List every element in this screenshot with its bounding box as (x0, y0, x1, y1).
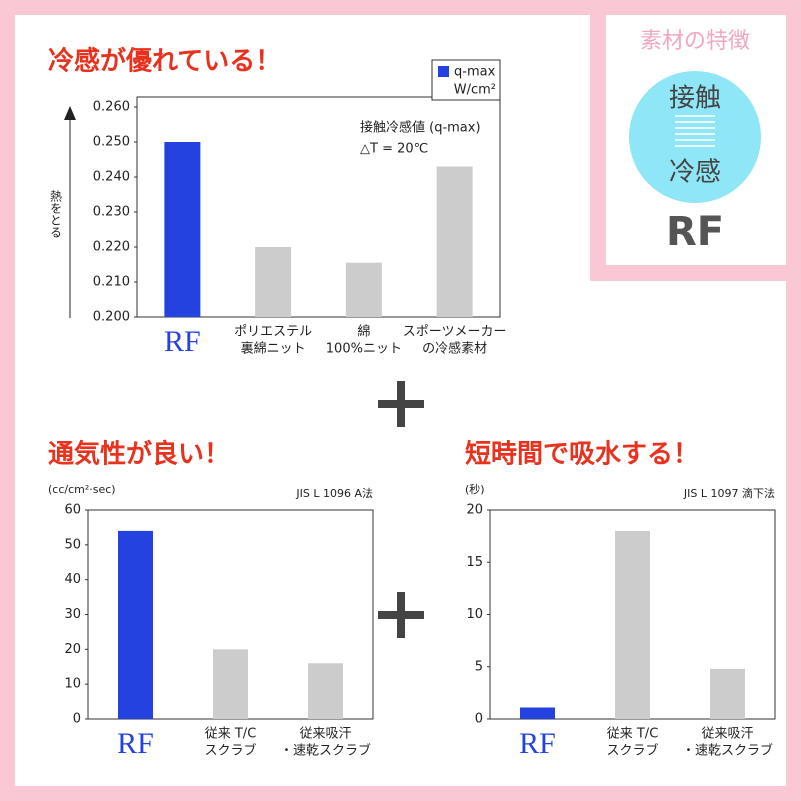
x-tick-label: 綿 (357, 325, 370, 340)
y-tick-label: 50 (64, 537, 81, 552)
badge-line: 接触 (669, 84, 721, 114)
rf-label: RF (519, 727, 556, 760)
chart-title: 通気性が良い！ (48, 439, 230, 470)
badge-dots (675, 115, 715, 147)
y-tick-label: 60 (64, 503, 81, 518)
x-tick-label: 従来 T/C (205, 727, 257, 742)
rf-label: RF (117, 727, 154, 760)
y-tick-label: 0.230 (93, 205, 130, 220)
bar (308, 663, 343, 719)
y-tick-label: 0.240 (93, 170, 130, 185)
note: JIS L 1097 滴下法 (683, 486, 775, 500)
y-tick-label: 10 (466, 607, 483, 622)
y-tick-label: 20 (466, 503, 483, 518)
y-arrowhead (64, 106, 76, 120)
badge-title: 素材の特徴 (640, 29, 750, 54)
bar (520, 707, 555, 719)
badge-label: RF (666, 209, 724, 255)
bar (345, 262, 382, 317)
y-tick-label: 10 (64, 677, 81, 692)
note: JIS L 1096 A法 (295, 486, 373, 500)
unit-label: (秒) (465, 482, 485, 496)
bar (436, 166, 473, 317)
legend-unit: W/cm² (454, 83, 496, 98)
y-tick-label: 0 (73, 712, 81, 727)
y-tick-label: 20 (64, 642, 81, 657)
rf-label: RF (164, 325, 201, 358)
x-tick-label: 従来吸汗 (701, 727, 753, 742)
x-tick-label: ポリエステル (234, 325, 312, 340)
x-tick-label: ・速乾スクラブ (280, 743, 371, 759)
y-tick-label: 0.210 (93, 275, 130, 290)
chart-title: 短時間で吸水する！ (465, 440, 699, 470)
annotation: △T = 20℃ (360, 142, 428, 157)
badge-circle (629, 71, 761, 203)
plus-signs (378, 381, 424, 638)
legend-label: q-max (454, 65, 496, 80)
y-tick-label: 0.200 (93, 310, 130, 325)
y-tick-label: 0 (475, 712, 483, 727)
y-tick-label: 0.250 (93, 135, 130, 150)
y-tick-label: 0.220 (93, 240, 130, 255)
plot-frame (136, 96, 501, 318)
chart-title: 冷感が優れている！ (48, 46, 281, 77)
bar (255, 247, 292, 317)
y-tick-label: 30 (64, 607, 81, 622)
bar (615, 530, 650, 719)
x-tick-label: 100%ニット (326, 342, 402, 357)
y-axis-label: 熱をとる (49, 190, 63, 238)
y-tick-label: 5 (475, 659, 483, 674)
x-tick-label: 裏綿ニット (241, 342, 306, 357)
y-tick-label: 40 (64, 572, 81, 587)
x-tick-label: スポーツメーカー (403, 325, 507, 340)
bar (164, 142, 201, 317)
badge-line: 冷感 (669, 158, 721, 188)
bar (710, 668, 745, 719)
y-tick-label: 0.260 (93, 100, 130, 115)
legend-swatch (438, 66, 449, 77)
x-tick-label: 従来 T/C (607, 727, 659, 742)
bar (213, 649, 248, 719)
annotation: 接触冷感値 (q-max) (360, 120, 481, 136)
x-tick-label: スクラブ (204, 743, 256, 759)
bar (118, 530, 153, 719)
x-tick-label: ・速乾スクラブ (682, 743, 773, 759)
y-tick-label: 15 (466, 555, 483, 570)
x-tick-label: の冷感素材 (422, 341, 487, 357)
x-tick-label: 従来吸汗 (299, 727, 351, 742)
x-tick-label: スクラブ (606, 743, 658, 759)
unit-label: (cc/cm²·sec) (48, 483, 116, 496)
